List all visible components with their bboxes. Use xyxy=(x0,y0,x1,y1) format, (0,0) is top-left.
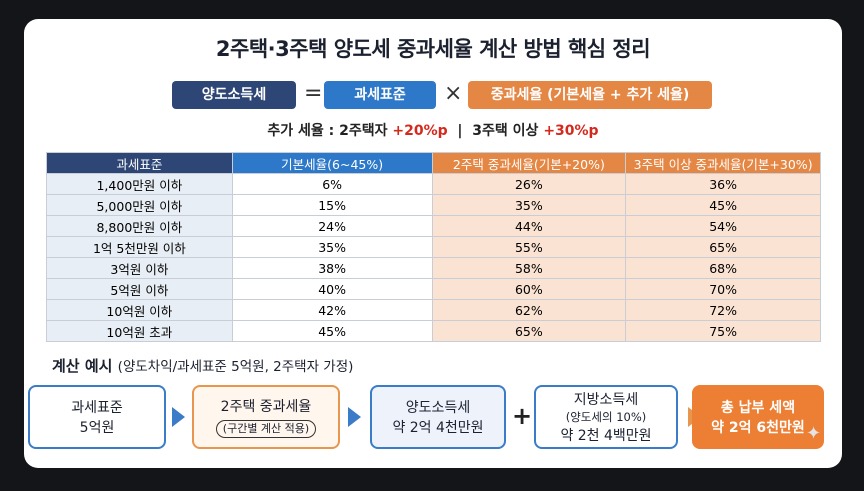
formula-heavy-rate: 중과세율 (기본세율 + 추가 세율) xyxy=(468,81,712,109)
cell-tax-base: 10억원 초과 xyxy=(46,320,233,342)
header-two-house-rate: 2주택 중과세율(기본+20%) xyxy=(431,152,627,174)
cell-three-house-rate: 68% xyxy=(625,257,821,279)
step-heavy-rate-label: 2주택 중과세율 xyxy=(220,399,312,415)
example-subtitle: (양도차익/과세표준 5억원, 2주택자 가정) xyxy=(117,359,354,375)
table-row: 10억원 초과 45% 65% 75% xyxy=(46,320,821,342)
cell-basic-rate: 38% xyxy=(231,257,433,279)
header-three-house-rate: 3주택 이상 중과세율(기본+30%) xyxy=(625,152,821,174)
cell-tax-base: 10억원 이하 xyxy=(46,299,233,321)
cell-three-house-rate: 75% xyxy=(625,320,821,342)
step-heavy-rate: 2주택 중과세율 (구간별 계산 적용) xyxy=(192,385,340,449)
cell-three-house-rate: 54% xyxy=(625,215,821,237)
header-basic-rate: 기본세율(6~45%) xyxy=(231,152,433,174)
cell-tax-base: 1,400만원 이하 xyxy=(46,173,233,195)
step-total-tax: 총 납부 세액 약 2억 6천만원 xyxy=(692,385,824,449)
header-tax-base: 과세표준 xyxy=(46,152,233,174)
step-capital-gains-tax-value: 약 2억 4천만원 xyxy=(392,420,484,436)
additional-rate-line: 추가 세율 : 2주택자 +20%p | 3주택 이상 +30%p xyxy=(24,120,842,140)
table-header-row: 과세표준 기본세율(6~45%) 2주택 중과세율(기본+20%) 3주택 이상… xyxy=(46,152,821,174)
cell-basic-rate: 24% xyxy=(231,215,433,237)
step-tax-base: 과세표준 5억원 xyxy=(28,385,166,449)
cell-tax-base: 1억 5천만원 이하 xyxy=(46,236,233,258)
table-row: 3억원 이하 38% 58% 68% xyxy=(46,257,821,279)
table-row: 5억원 이하 40% 60% 70% xyxy=(46,278,821,300)
table-row: 1억 5천만원 이하 35% 55% 65% xyxy=(46,236,821,258)
cell-tax-base: 5억원 이하 xyxy=(46,278,233,300)
additional-rate-prefix: 추가 세율 : 2주택자 xyxy=(267,123,388,139)
cell-two-house-rate: 65% xyxy=(431,320,627,342)
step-heavy-rate-note: (구간별 계산 적용) xyxy=(215,420,317,438)
two-house-rate: +20%p xyxy=(392,123,448,139)
plus-icon: + xyxy=(512,402,533,430)
cell-basic-rate: 40% xyxy=(231,278,433,300)
table-row: 5,000만원 이하 15% 35% 45% xyxy=(46,194,821,216)
table-row: 1,400만원 이하 6% 26% 36% xyxy=(46,173,821,195)
tax-rate-table: 과세표준 기본세율(6~45%) 2주택 중과세율(기본+20%) 3주택 이상… xyxy=(46,152,821,342)
step-total-tax-label: 총 납부 세액 xyxy=(720,400,796,416)
arrow-right-icon xyxy=(348,407,361,427)
three-house-rate: +30%p xyxy=(543,123,599,139)
formula-capital-gains-tax: 양도소득세 xyxy=(172,81,296,109)
arrow-right-icon xyxy=(172,407,185,427)
cell-basic-rate: 15% xyxy=(231,194,433,216)
step-local-income-tax-note: (양도세의 10%) xyxy=(565,410,647,424)
cell-three-house-rate: 36% xyxy=(625,173,821,195)
page-title: 2주택·3주택 양도세 중과세율 계산 방법 핵심 정리 xyxy=(215,37,651,61)
three-house-label: 3주택 이상 xyxy=(472,123,539,139)
cell-three-house-rate: 72% xyxy=(625,299,821,321)
cell-basic-rate: 45% xyxy=(231,320,433,342)
table-row: 10억원 이하 42% 62% 72% xyxy=(46,299,821,321)
cell-three-house-rate: 65% xyxy=(625,236,821,258)
cell-two-house-rate: 62% xyxy=(431,299,627,321)
step-tax-base-label: 과세표준 xyxy=(71,400,123,416)
step-capital-gains-tax-label: 양도소득세 xyxy=(405,400,471,416)
cell-tax-base: 3억원 이하 xyxy=(46,257,233,279)
cell-basic-rate: 35% xyxy=(231,236,433,258)
cell-two-house-rate: 26% xyxy=(431,173,627,195)
cell-three-house-rate: 70% xyxy=(625,278,821,300)
sparkle-icon: ✦ xyxy=(806,423,822,444)
example-heading: 계산 예시 (양도차익/과세표준 5억원, 2주택자 가정) xyxy=(52,355,353,376)
cell-two-house-rate: 35% xyxy=(431,194,627,216)
cell-two-house-rate: 44% xyxy=(431,215,627,237)
cell-basic-rate: 6% xyxy=(231,173,433,195)
cell-basic-rate: 42% xyxy=(231,299,433,321)
step-tax-base-value: 5억원 xyxy=(79,420,115,436)
step-total-tax-value: 약 2억 6천만원 xyxy=(711,420,805,436)
cell-tax-base: 5,000만원 이하 xyxy=(46,194,233,216)
table-row: 8,800만원 이하 24% 44% 54% xyxy=(46,215,821,237)
formula-times: × xyxy=(444,81,463,106)
infographic-card: 2주택·3주택 양도세 중과세율 계산 방법 핵심 정리 양도소득세 = 과세표… xyxy=(24,19,842,468)
cell-tax-base: 8,800만원 이하 xyxy=(46,215,233,237)
cell-three-house-rate: 45% xyxy=(625,194,821,216)
cell-two-house-rate: 58% xyxy=(431,257,627,279)
formula-tax-base: 과세표준 xyxy=(324,81,436,109)
step-local-income-tax-value: 약 2천 4백만원 xyxy=(560,428,652,444)
cell-two-house-rate: 55% xyxy=(431,236,627,258)
formula-equals: = xyxy=(304,81,323,106)
step-local-income-tax-label: 지방소득세 xyxy=(573,392,639,408)
step-capital-gains-tax: 양도소득세 약 2억 4천만원 xyxy=(370,385,506,449)
separator: | xyxy=(457,123,463,139)
example-title: 계산 예시 xyxy=(52,357,113,375)
step-local-income-tax: 지방소득세 (양도세의 10%) 약 2천 4백만원 xyxy=(534,385,678,449)
cell-two-house-rate: 60% xyxy=(431,278,627,300)
